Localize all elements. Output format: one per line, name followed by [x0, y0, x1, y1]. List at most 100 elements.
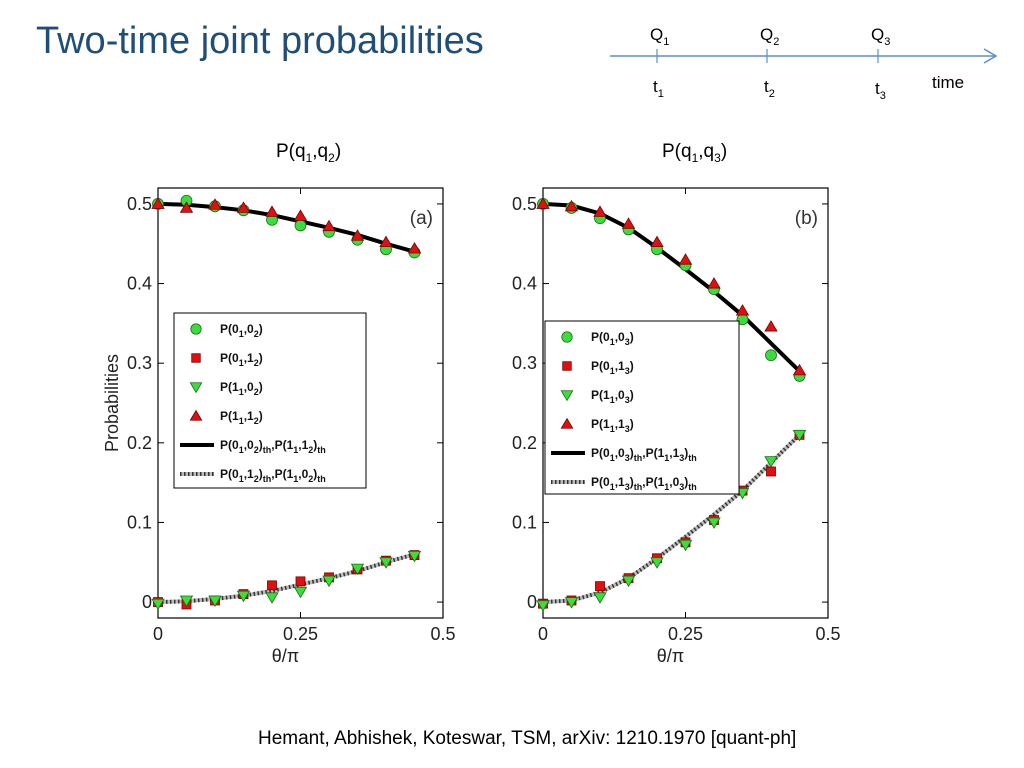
- legend-label-part: ,1: [615, 417, 625, 431]
- legend-marker-triangle-up: [189, 409, 203, 421]
- legend-label-part: 3: [625, 453, 630, 463]
- data-point-triangle-up: [564, 199, 579, 212]
- legend-label-part: ,0: [669, 475, 679, 489]
- legend-label-part: ,1: [244, 467, 254, 481]
- x-axis-label: θ/π: [657, 646, 684, 666]
- legend-label-part: P(0: [220, 438, 239, 452]
- y-tick-label: 0.4: [512, 274, 537, 294]
- legend-label-part: ): [259, 467, 263, 481]
- legend-label-part: 3: [679, 482, 684, 492]
- legend-label-part: th: [263, 474, 272, 484]
- data-point-triangle-up: [678, 253, 693, 265]
- legend-label-part: 2: [254, 445, 259, 455]
- legend-label-part: 1: [610, 366, 615, 376]
- y-tick-label: 0.1: [512, 512, 537, 532]
- x-tick-label: 0.25: [283, 624, 318, 644]
- data-point-triangle-up: [379, 235, 393, 248]
- data-point-triangle-down: [350, 563, 365, 576]
- legend-label-part: ): [313, 438, 317, 452]
- legend-label-part: 1: [610, 482, 615, 492]
- data-point-triangle-down: [379, 557, 393, 569]
- legend-label-part: ,1: [244, 351, 254, 365]
- legend-label-part: 2: [254, 387, 259, 397]
- legend-label-part: ,1: [669, 446, 679, 460]
- legend-label-part: P(0: [591, 359, 610, 373]
- y-tick-label: 0.3: [512, 353, 537, 373]
- legend-label-part: ): [259, 380, 263, 394]
- data-point-triangle-up: [792, 363, 807, 376]
- data-point-triangle-down: [179, 595, 194, 607]
- legend-label-part: 3: [625, 424, 630, 434]
- legend-label-part: ,0: [244, 380, 254, 394]
- legend-label-part: 1: [610, 337, 615, 347]
- theory-line-solid: [542, 201, 801, 373]
- legend-label-part: 3: [625, 482, 630, 492]
- legend-label-part: ,1: [615, 359, 625, 373]
- y-tick-label: 0: [527, 592, 537, 612]
- legend-label-part: 1: [664, 453, 669, 463]
- measurement-q3: Q3: [871, 25, 890, 48]
- panel-label: (a): [410, 208, 433, 229]
- legend-label-part: P(1: [591, 388, 610, 402]
- legend-label-part: th: [688, 453, 697, 463]
- y-tick-label: 0.5: [512, 194, 537, 214]
- theory-line-solid: [157, 201, 416, 254]
- data-point-triangle-down: [564, 597, 579, 609]
- legend-label-part: ): [630, 330, 634, 344]
- legend-label-part: ): [259, 438, 263, 452]
- legend-label-part: 2: [254, 358, 259, 368]
- data-point-triangle-down: [208, 595, 222, 607]
- data-point-triangle-up: [407, 242, 422, 254]
- legend-label-part: 1: [239, 329, 244, 339]
- data-point-triangle-down: [621, 575, 636, 588]
- legend-label-part: 1: [239, 445, 244, 455]
- x-tick-label: 0: [538, 624, 548, 644]
- y-axis-label: Probabilities: [102, 354, 122, 452]
- legend-label: P(01,13): [591, 359, 634, 376]
- legend-label: P(01,02): [220, 322, 263, 339]
- data-point-triangle-up: [536, 197, 550, 209]
- legend-label: P(01,03)th,P(11,13)th: [591, 446, 697, 463]
- citation: Hemant, Abhishek, Koteswar, TSM, arXiv: …: [258, 728, 797, 749]
- legend-label-part: 1: [293, 474, 298, 484]
- data-point-triangle-down: [322, 575, 336, 588]
- chart-b: 00.10.20.30.40.50 0.25 0.5θ/π(b)P(01,03)P(…: [512, 187, 841, 666]
- legend-label-part: th: [634, 453, 643, 463]
- legend-label-part: P(0: [220, 467, 239, 481]
- legend-label-part: 2: [254, 329, 259, 339]
- y-tick-label: 0.2: [512, 433, 537, 453]
- data-point-triangle-up: [265, 205, 279, 217]
- legend-label-part: 1: [239, 387, 244, 397]
- legend-label-part: 2: [254, 474, 259, 484]
- legend-label: P(01,02)th,P(11,12)th: [220, 438, 326, 455]
- data-point-triangle-up: [179, 201, 194, 213]
- legend-label-part: 1: [610, 395, 615, 405]
- timeline-arrowhead: [983, 48, 998, 64]
- theory-line-dotted: [157, 552, 416, 605]
- legend-label-part: 3: [679, 453, 684, 463]
- data-point-triangle-up: [236, 201, 251, 213]
- data-point-triangle-up: [707, 277, 721, 289]
- data-point-triangle-up: [593, 205, 607, 217]
- legend-marker-triangle-down: [560, 390, 574, 402]
- legend-label-part: ,0: [615, 330, 625, 344]
- data-point-triangle-up: [735, 304, 750, 316]
- y-tick-label: 0.5: [127, 194, 152, 214]
- legend-label-part: P(1: [591, 417, 610, 431]
- panel-label: (b): [795, 208, 818, 229]
- data-point-triangle-up: [764, 320, 778, 332]
- y-tick-label: 0.4: [127, 274, 152, 294]
- legend-label: P(01,12)th,P(11,02)th: [220, 467, 326, 484]
- measurement-q2: Q2: [760, 25, 779, 48]
- legend-label-part: P(0: [591, 330, 610, 344]
- legend-label-part: P(1: [220, 409, 239, 423]
- measurement-q1: Q1: [650, 25, 669, 48]
- legend-marker-square: [562, 361, 572, 371]
- x-tick-label: 0.5: [815, 624, 840, 644]
- y-tick-label: 0.2: [127, 433, 152, 453]
- data-point-triangle-up: [621, 217, 636, 229]
- legend-marker-circle: [190, 323, 202, 335]
- legend-label: P(11,03): [591, 388, 634, 405]
- legend-label-part: ): [630, 446, 634, 460]
- data-point-triangle-down: [265, 592, 279, 604]
